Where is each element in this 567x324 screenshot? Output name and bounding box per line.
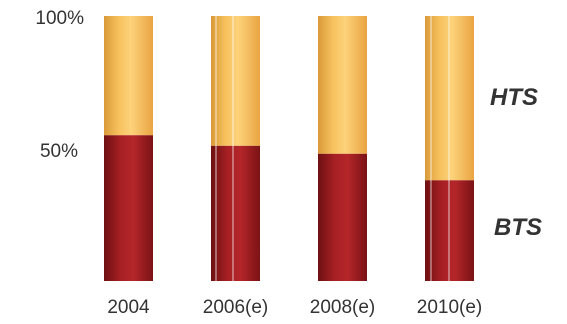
bar-bts-1 <box>211 145 260 281</box>
x-tick-label-1: 2006(e) <box>203 297 269 318</box>
bar-hts-1 <box>211 16 260 146</box>
x-tick-label-0: 2004 <box>107 297 150 318</box>
x-tick-label-3: 2010(e) <box>417 297 483 318</box>
bars-group <box>104 16 474 281</box>
bar-hts-0 <box>104 16 153 136</box>
bar-hts-2 <box>318 16 367 154</box>
x-tick-label-2: 2008(e) <box>310 297 376 318</box>
series-label-bts: BTS <box>494 214 542 241</box>
y-tick-label-50: 50% <box>40 141 78 162</box>
series-label-hts: HTS <box>490 84 538 111</box>
y-tick-label-100: 100% <box>35 8 84 29</box>
bar-bts-0 <box>104 135 153 281</box>
bar-bts-2 <box>318 153 367 281</box>
